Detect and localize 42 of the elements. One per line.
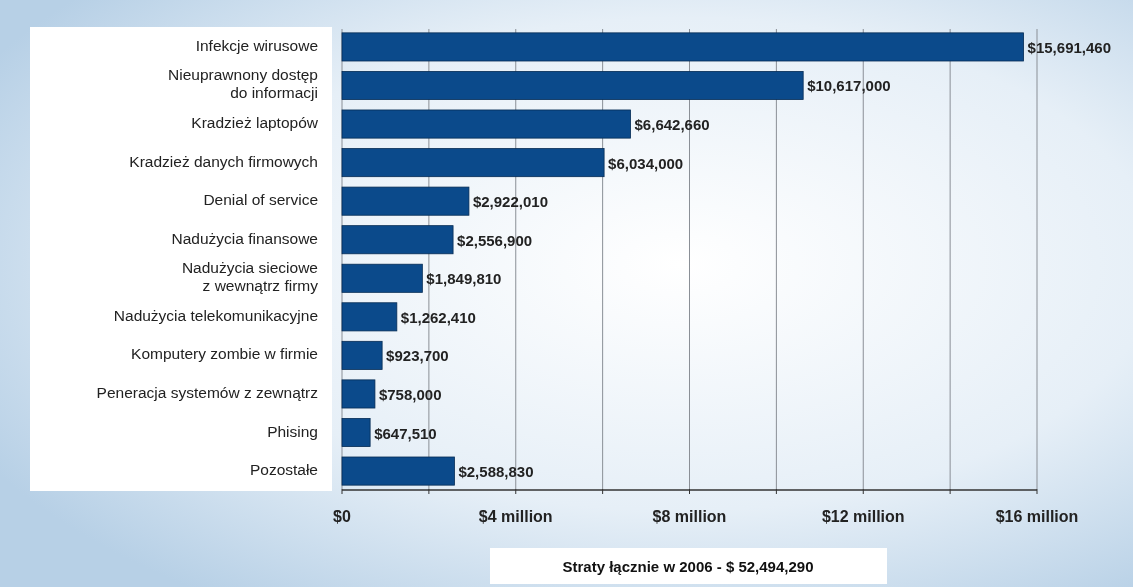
data-label: $6,642,660 (634, 116, 710, 134)
y-tick-label: Nadużycia telekomunikacyjne (113, 306, 318, 324)
data-label: $647,510 (374, 424, 437, 442)
y-tick-label: Peneracja systemów z zewnątrz (96, 384, 318, 402)
y-tick-label: Nieuprawnony dostęp do informacji (168, 66, 318, 102)
bar (341, 109, 631, 139)
text: Straty łącznie w 2006 - $ 52,494,290 (562, 558, 814, 575)
bar (341, 263, 423, 293)
bar (341, 71, 804, 100)
data-label: $2,922,010 (472, 193, 548, 211)
y-tick-label: Nadużycia finansowe (171, 229, 318, 247)
bar (341, 418, 371, 447)
x-tick-label: $16 million (995, 508, 1079, 525)
data-label: $923,700 (386, 347, 449, 365)
data-label: $2,588,830 (458, 463, 534, 481)
y-tick-label: Kradzież laptopów (191, 114, 319, 132)
data-label: $10,617,000 (807, 77, 891, 95)
bar (341, 456, 455, 486)
bar (341, 379, 376, 409)
bar (341, 32, 1024, 62)
y-tick-label: Pozostałe (249, 461, 318, 479)
y-tick-label: Infekcje wirusowe (195, 37, 318, 55)
data-label: $6,034,000 (608, 154, 684, 172)
x-tick-label: $12 million (821, 508, 905, 525)
bar (341, 302, 398, 332)
data-label: $1,849,810 (426, 270, 502, 288)
y-tick-label: Nadużycia sieciowe z wewnątrz firmy (181, 259, 319, 295)
y-tick-label: Kradzież danych firmowych (129, 152, 318, 170)
bar (341, 225, 454, 255)
data-label: $1,262,410 (400, 308, 476, 326)
bar (341, 186, 470, 216)
x-tick-label: $4 million (478, 508, 553, 525)
data-label: $758,000 (378, 385, 442, 403)
y-tick-label: Phising (267, 422, 318, 440)
data-label: $2,556,900 (457, 231, 533, 249)
x-tick-label: $8 million (652, 508, 727, 525)
y-tick-label: Komputery zombie w firmie (131, 345, 318, 363)
x-tick-label: $0 (333, 508, 351, 525)
data-label: $15,691,460 (1027, 38, 1112, 56)
bar (341, 148, 605, 178)
bar (341, 340, 383, 370)
y-tick-label: Denial of service (203, 191, 318, 209)
